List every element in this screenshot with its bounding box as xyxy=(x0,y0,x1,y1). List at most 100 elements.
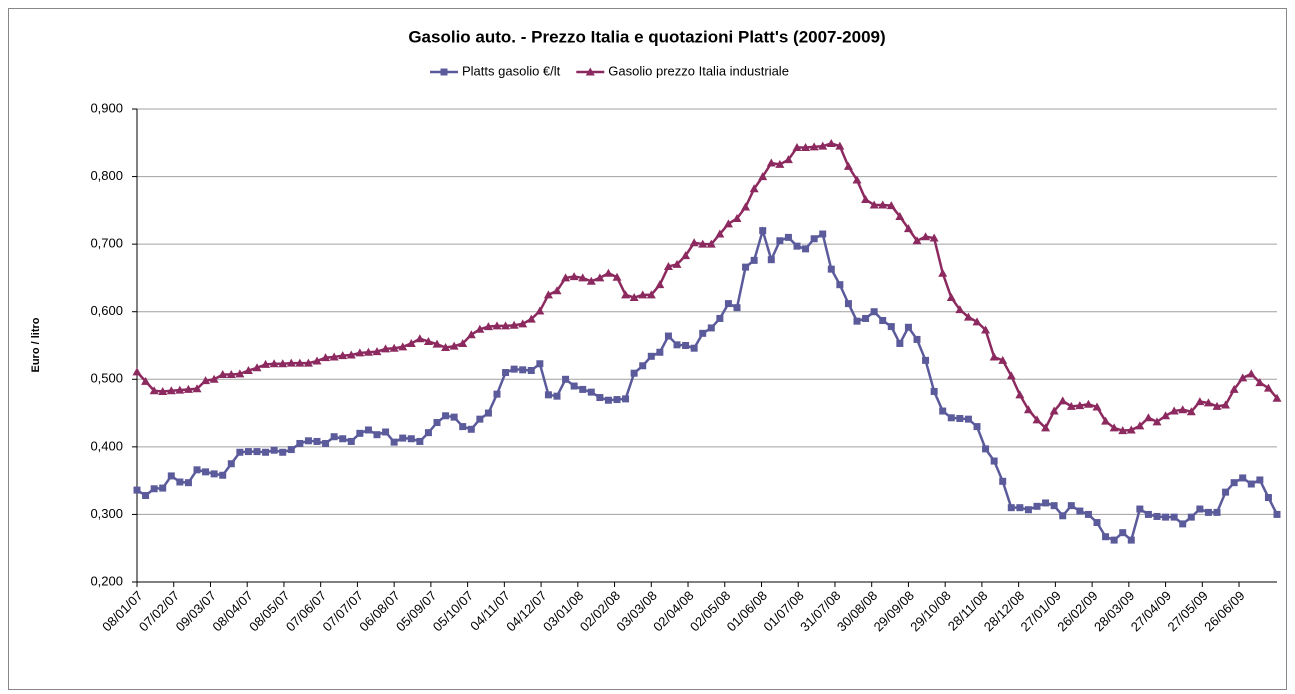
data-point xyxy=(432,339,442,348)
data-point xyxy=(467,425,475,433)
data-point xyxy=(1273,510,1281,518)
data-point xyxy=(441,343,451,352)
data-point xyxy=(1042,499,1050,507)
data-point xyxy=(389,343,399,352)
data-point xyxy=(903,224,913,233)
data-point xyxy=(1006,371,1016,380)
data-point xyxy=(879,316,887,324)
data-point xyxy=(210,470,218,478)
data-point xyxy=(1135,421,1145,430)
data-point xyxy=(543,290,553,299)
data-point xyxy=(990,457,998,465)
data-point xyxy=(749,184,759,193)
data-point xyxy=(193,466,201,474)
data-point xyxy=(363,347,373,356)
data-point xyxy=(656,348,664,356)
data-point xyxy=(998,355,1008,364)
data-point xyxy=(715,229,725,238)
data-point xyxy=(1032,415,1042,424)
data-point xyxy=(278,359,288,368)
data-point xyxy=(253,448,261,456)
data-point xyxy=(1246,369,1256,378)
data-point xyxy=(989,352,999,361)
data-point xyxy=(1238,373,1248,382)
data-point xyxy=(562,375,570,383)
data-point xyxy=(767,256,775,264)
data-point xyxy=(1136,505,1144,513)
data-point xyxy=(613,396,621,404)
data-point xyxy=(595,273,605,282)
data-point xyxy=(1169,406,1179,415)
data-point xyxy=(390,438,398,446)
data-point xyxy=(527,367,535,375)
data-point xyxy=(338,351,348,360)
data-point xyxy=(1229,384,1239,393)
data-point xyxy=(1059,512,1067,520)
data-point xyxy=(1093,519,1101,527)
data-point xyxy=(742,263,750,271)
data-point xyxy=(561,273,571,282)
data-point xyxy=(956,414,964,422)
data-point xyxy=(424,429,432,437)
data-point xyxy=(638,290,648,299)
data-point xyxy=(819,230,827,238)
data-point xyxy=(682,342,690,349)
data-point xyxy=(630,369,638,377)
data-point xyxy=(844,300,852,308)
data-point xyxy=(1153,512,1161,520)
data-point xyxy=(1212,401,1222,410)
data-point xyxy=(629,293,639,302)
data-point xyxy=(423,336,433,345)
data-point xyxy=(1143,413,1153,422)
data-point xyxy=(175,385,185,394)
data-point xyxy=(1041,423,1051,432)
data-point xyxy=(766,158,776,167)
data-point xyxy=(699,329,707,337)
data-point xyxy=(946,293,956,302)
data-point xyxy=(381,344,391,353)
y-tick-label: 0,800 xyxy=(90,168,123,183)
y-tick-label: 0,900 xyxy=(90,100,123,115)
data-point xyxy=(1092,402,1102,411)
data-point xyxy=(783,155,793,164)
data-point xyxy=(526,314,536,323)
y-tick-label: 0,200 xyxy=(90,573,123,588)
legend-marker xyxy=(585,67,595,76)
data-point xyxy=(184,479,192,487)
data-point xyxy=(604,396,612,404)
data-point xyxy=(913,335,921,343)
data-point xyxy=(852,175,862,184)
data-point xyxy=(1033,502,1041,510)
data-point xyxy=(141,376,151,385)
data-point xyxy=(406,338,416,347)
data-point xyxy=(226,370,236,379)
data-point xyxy=(878,200,888,209)
data-point xyxy=(929,233,939,242)
data-point xyxy=(553,392,561,400)
data-point xyxy=(1186,407,1196,416)
data-point xyxy=(733,304,741,312)
data-point xyxy=(356,429,364,437)
data-point xyxy=(442,412,450,420)
data-point xyxy=(1023,405,1033,414)
data-point xyxy=(1221,400,1231,409)
data-point xyxy=(930,387,938,395)
data-point xyxy=(279,448,287,456)
data-point xyxy=(243,366,253,375)
data-point xyxy=(183,384,193,393)
data-point xyxy=(261,359,271,368)
data-point xyxy=(355,348,365,357)
data-point xyxy=(1222,488,1230,496)
legend-label: Gasolio prezzo Italia industriale xyxy=(608,63,789,78)
data-point xyxy=(886,201,896,210)
data-point xyxy=(827,265,835,273)
data-point xyxy=(372,347,382,356)
data-point xyxy=(801,143,811,152)
data-point xyxy=(1050,502,1058,510)
data-point xyxy=(912,236,922,245)
data-point xyxy=(938,268,948,277)
data-point xyxy=(716,314,724,322)
y-tick-label: 0,700 xyxy=(90,236,123,251)
data-point xyxy=(982,445,990,453)
